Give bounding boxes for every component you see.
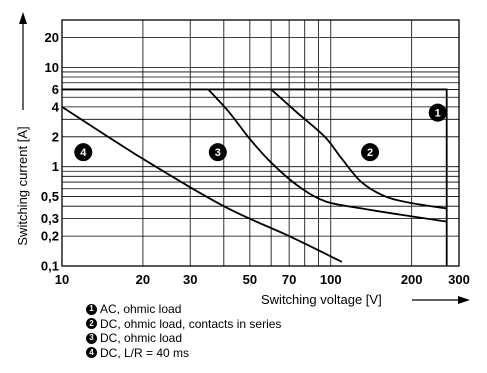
series-group	[61, 88, 448, 266]
callout-1-label: 1	[435, 108, 441, 120]
y-tick-label: 0,5	[41, 189, 59, 204]
x-tick-label: 10	[55, 272, 69, 287]
callout-3-badge	[208, 143, 227, 162]
legend-item: 1 AC, ohmic load	[86, 302, 281, 317]
y-tick-label: 0,2	[41, 229, 59, 244]
series-1-line	[62, 88, 448, 266]
y-tick-label: 4	[52, 99, 60, 114]
y-tick-labels: 0,1 0,2 0,3 0,5 1 2 4 6 10 20	[41, 30, 60, 274]
legend-text: DC, ohmic load	[100, 331, 183, 345]
legend-badge: 2	[86, 318, 97, 330]
legend-item: 4 DC, L/R = 40 ms	[86, 346, 281, 361]
y-tick-label: 1	[52, 159, 59, 174]
x-axis-label: Switching voltage [V]	[261, 292, 382, 307]
series-callouts: 1 2 3 4	[74, 103, 447, 162]
x-axis-arrow-head	[458, 296, 470, 304]
y-tick-label: 2	[52, 129, 59, 144]
callout-4-badge	[74, 143, 93, 162]
legend-item: 3 DC, ohmic load	[86, 331, 281, 346]
y-tick-label: 0,1	[41, 259, 59, 274]
y-tick-label: 20	[45, 30, 59, 45]
x-tick-label: 70	[282, 272, 296, 287]
legend: 1 AC, ohmic load 2 DC, ohmic load, conta…	[86, 302, 281, 360]
plot-frame	[61, 19, 460, 267]
legend-text: DC, ohmic load, contacts in series	[100, 316, 282, 331]
x-tick-labels: 10 20 30 50 70 100 200 300	[55, 272, 470, 287]
x-tick-label: 300	[448, 272, 470, 287]
callout-3-label: 3	[215, 147, 221, 159]
y-axis-arrow-head	[19, 12, 27, 24]
callout-2-label: 2	[367, 147, 373, 159]
callout-4-label: 4	[80, 147, 87, 159]
legend-text: AC, ohmic load	[100, 302, 182, 316]
x-tick-label: 50	[243, 272, 257, 287]
callout-2-badge	[361, 143, 380, 162]
x-tick-label: 30	[183, 272, 197, 287]
legend-item: 2 DC, ohmic load, contacts in series	[86, 317, 281, 332]
series-4-line	[61, 106, 343, 263]
x-tick-label: 20	[136, 272, 150, 287]
legend-text: DC, L/R = 40 ms	[100, 345, 190, 360]
callout-1-badge	[428, 103, 447, 122]
series-3-line	[207, 88, 447, 223]
x-tick-label: 200	[401, 272, 423, 287]
series-2-line	[270, 88, 447, 210]
legend-badge: 3	[86, 332, 97, 344]
y-axis-label: Switching current [A]	[15, 126, 30, 245]
y-tick-label: 6	[52, 82, 59, 97]
y-tick-label: 10	[45, 60, 59, 75]
legend-badge: 1	[86, 303, 97, 315]
grid	[62, 20, 459, 266]
y-tick-label: 0,3	[41, 211, 59, 226]
x-tick-label: 100	[320, 272, 342, 287]
legend-badge: 4	[86, 347, 97, 359]
